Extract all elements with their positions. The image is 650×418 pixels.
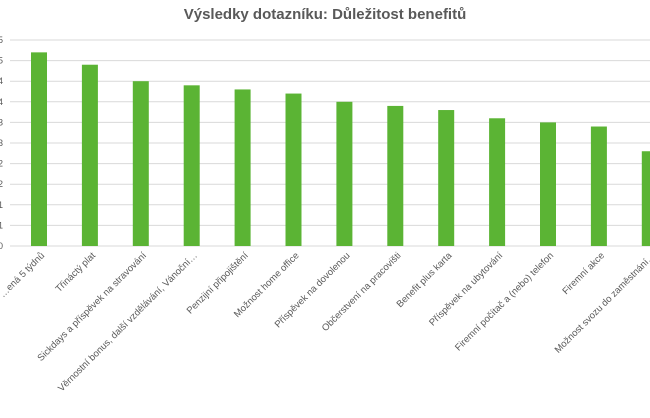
y-tick-label: 3 [0,138,3,148]
bar [387,105,404,246]
y-tick-label: 1 [0,220,3,230]
bar [31,52,47,246]
bar [641,151,650,246]
x-category-label: Možnost svozu do zaměstnání… [553,250,650,355]
x-category-label: Třináctý plat [54,250,99,295]
chart-title: Výsledky dotazníku: Důležitost benefitů [183,6,467,23]
bar [590,126,607,246]
bar [234,89,251,246]
bar [336,101,353,246]
x-category-label: Sickdays a příspěvek na stravování [35,250,149,364]
bar [81,64,98,246]
x-category-label: Firemní počítač a (nebo) telefon [453,250,556,353]
y-tick-label: 2 [0,179,3,189]
y-tick-label: 5 [0,56,3,66]
x-category-label: …ená 5 týdnů [0,250,47,300]
y-tick-label: 4 [0,97,3,107]
y-tick-label: 3 [0,117,3,127]
bar [438,110,455,246]
y-tick-label: 0 [0,241,3,251]
bar [489,118,506,246]
x-category-label: Firemní akce [560,250,607,297]
bar [132,81,149,246]
bar [183,85,200,246]
bar [285,93,302,246]
y-tick-label: 4 [0,76,3,86]
y-tick-label: 5 [0,35,3,45]
y-tick-label: 1 [0,200,3,210]
bar [540,122,556,246]
y-tick-label: 2 [0,159,3,169]
